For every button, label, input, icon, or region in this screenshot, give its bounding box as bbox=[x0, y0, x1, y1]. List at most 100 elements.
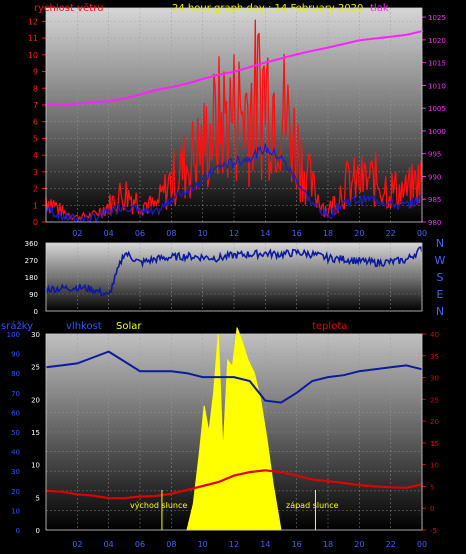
x-tick-label: 10 bbox=[198, 540, 208, 549]
pressure-point bbox=[123, 97, 126, 100]
humidity-tick-label: 10 bbox=[31, 462, 40, 470]
pressure-point bbox=[374, 37, 376, 40]
pressure-point bbox=[139, 93, 141, 96]
pressure-tick-label: 1010 bbox=[428, 82, 446, 90]
x-tick-label: 20 bbox=[354, 540, 364, 549]
wind-tick-label: 7 bbox=[33, 101, 38, 110]
pressure-point bbox=[107, 100, 110, 103]
x-tick-label: 02 bbox=[72, 540, 82, 549]
x-tick-label: 22 bbox=[386, 229, 396, 238]
humidity-tick-label: 5 bbox=[36, 494, 40, 502]
chart-title: 24 hour graph day : 14 February 2020 bbox=[172, 3, 363, 14]
pressure-tick-label: 980 bbox=[428, 219, 441, 227]
pressure-point bbox=[60, 104, 63, 107]
pressure-point bbox=[327, 46, 329, 49]
wind-tick-label: 0 bbox=[33, 218, 38, 227]
x-tick-label: 04 bbox=[104, 540, 114, 549]
direction-tick-label: 90 bbox=[29, 291, 38, 299]
x-tick-label: 04 bbox=[104, 229, 114, 238]
pressure-point bbox=[217, 74, 220, 76]
wind-tick-label: 1 bbox=[33, 201, 38, 210]
pressure-point bbox=[389, 35, 392, 38]
pressure-point bbox=[186, 82, 188, 85]
humidity-tick-label: 25 bbox=[31, 364, 40, 372]
direction-tick-label: 270 bbox=[25, 257, 38, 265]
x-tick-label: 16 bbox=[292, 540, 302, 549]
x-tick-label: 18 bbox=[323, 229, 333, 238]
compass-label: N bbox=[436, 305, 444, 318]
x-tick-label: 12 bbox=[229, 229, 239, 238]
direction-tick-label: 0 bbox=[34, 308, 38, 316]
humidity-tick-label: 20 bbox=[31, 396, 40, 404]
humidity-tick-label: 30 bbox=[31, 331, 40, 339]
direction-tick-label: 180 bbox=[25, 274, 38, 282]
x-tick-label: 06 bbox=[135, 540, 145, 549]
pressure-point bbox=[76, 102, 79, 105]
temperature-tick-label: 0 bbox=[430, 505, 434, 513]
rain-axis-label: srážky bbox=[1, 320, 33, 332]
rain-tick-label: 70 bbox=[11, 390, 20, 398]
pressure-tick-label: 995 bbox=[428, 151, 441, 159]
pressure-tick-label: 985 bbox=[428, 196, 441, 204]
temperature-series bbox=[45, 469, 423, 500]
sunset-annotation: západ slunce bbox=[286, 501, 339, 510]
solar-label: Solar bbox=[116, 321, 142, 332]
pressure-point bbox=[248, 66, 251, 68]
wind-speed-axis-label: rychlost větru bbox=[34, 2, 104, 14]
pressure-point bbox=[358, 39, 361, 42]
solar-series bbox=[186, 327, 282, 531]
pressure-point bbox=[201, 78, 204, 80]
wind-tick-label: 9 bbox=[33, 68, 38, 77]
series-marks bbox=[45, 19, 423, 531]
rain-tick-label: 0 bbox=[16, 527, 20, 535]
pressure-point bbox=[295, 53, 298, 56]
rain-tick-label: 10 bbox=[11, 507, 20, 515]
axes: 0202040406060808101012121414161618182020… bbox=[7, 7, 446, 549]
humidity-axis-label: vlhkost bbox=[66, 321, 102, 332]
temperature-tick-label: 25 bbox=[430, 396, 439, 404]
x-tick-label: 08 bbox=[166, 540, 176, 549]
pressure-point bbox=[280, 57, 282, 60]
pressure-tick-label: 990 bbox=[428, 173, 441, 181]
wind-speed-series bbox=[45, 19, 423, 223]
compass-label: N bbox=[436, 237, 444, 250]
wind-direction-series bbox=[45, 246, 423, 297]
pressure-point bbox=[405, 34, 408, 36]
temperature-tick-label: 15 bbox=[430, 440, 439, 448]
x-tick-label: 06 bbox=[135, 229, 145, 238]
compass-label: E bbox=[437, 288, 444, 301]
x-tick-label: 12 bbox=[229, 540, 239, 549]
pressure-tick-label: 1020 bbox=[428, 37, 446, 45]
rain-tick-label: 50 bbox=[11, 429, 20, 437]
pressure-axis-label: tlak bbox=[370, 3, 389, 14]
temperature-tick-label: -5 bbox=[430, 527, 437, 535]
pressure-tick-label: 1000 bbox=[428, 128, 446, 136]
pressure-tick-label: 1015 bbox=[428, 60, 446, 68]
wind-tick-label: 6 bbox=[33, 118, 38, 127]
compass-label: W bbox=[435, 254, 446, 267]
temperature-tick-label: 35 bbox=[430, 353, 439, 361]
pressure-tick-label: 1025 bbox=[428, 14, 446, 22]
x-tick-label: 18 bbox=[323, 540, 333, 549]
pressure-point bbox=[264, 61, 267, 64]
pressure-point bbox=[170, 86, 173, 89]
rain-tick-label: 60 bbox=[11, 409, 20, 417]
x-tick-label: 20 bbox=[354, 229, 364, 238]
rain-tick-label: 40 bbox=[11, 449, 20, 457]
temperature-tick-label: 10 bbox=[430, 462, 439, 470]
compass-label: S bbox=[437, 271, 444, 284]
x-tick-label: 22 bbox=[386, 540, 396, 549]
wind-tick-label: 5 bbox=[33, 134, 38, 143]
temperature-tick-label: 5 bbox=[430, 483, 434, 491]
x-tick-label: 16 bbox=[292, 229, 302, 238]
wind-tick-label: 12 bbox=[28, 17, 38, 26]
temperature-tick-label: 30 bbox=[430, 375, 439, 383]
x-tick-label: 10 bbox=[198, 229, 208, 238]
rain-tick-label: 90 bbox=[11, 351, 20, 359]
rain-tick-label: 20 bbox=[11, 488, 20, 496]
rain-tick-label: 80 bbox=[11, 370, 20, 378]
sunrise-annotation: východ slunce bbox=[130, 501, 187, 510]
pressure-point bbox=[342, 43, 345, 45]
